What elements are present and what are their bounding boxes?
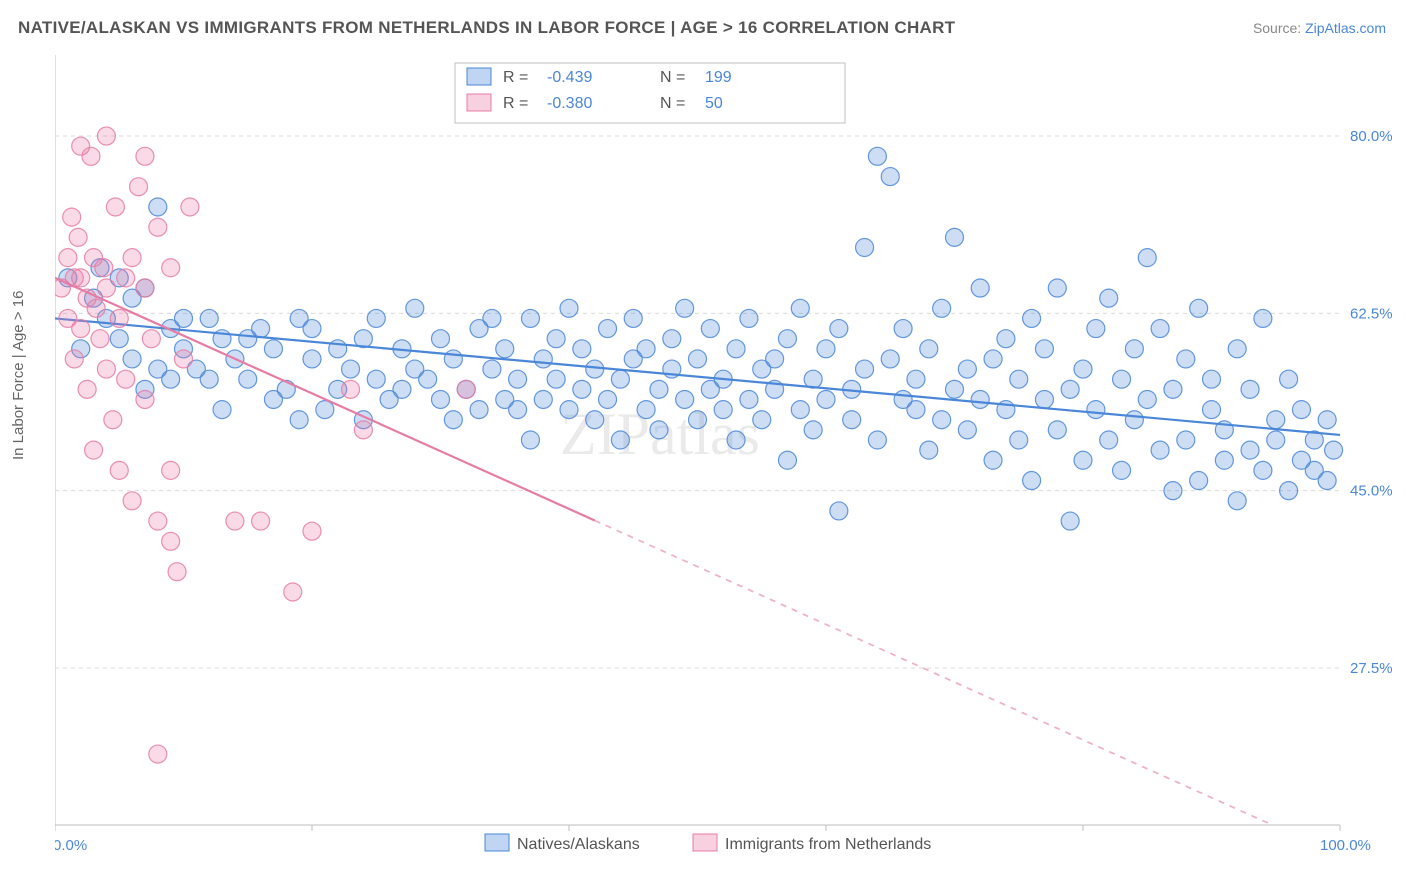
svg-text:Immigrants from Netherlands: Immigrants from Netherlands: [725, 836, 931, 853]
svg-text:80.0%: 80.0%: [1350, 128, 1393, 145]
svg-text:45.0%: 45.0%: [1350, 483, 1393, 500]
svg-text:50: 50: [705, 95, 723, 112]
source-attribution: Source: ZipAtlas.com: [1253, 20, 1386, 36]
y-axis-label: In Labor Force | Age > 16: [10, 291, 27, 460]
svg-text:0.0%: 0.0%: [55, 837, 87, 854]
source-link[interactable]: ZipAtlas.com: [1305, 20, 1386, 36]
svg-text:199: 199: [705, 69, 732, 86]
chart-title: NATIVE/ALASKAN VS IMMIGRANTS FROM NETHER…: [18, 18, 955, 38]
svg-text:N =: N =: [660, 69, 685, 86]
svg-text:27.5%: 27.5%: [1350, 660, 1393, 677]
svg-text:N =: N =: [660, 95, 685, 112]
svg-text:-0.439: -0.439: [547, 69, 592, 86]
svg-text:62.5%: 62.5%: [1350, 305, 1393, 322]
svg-text:-0.380: -0.380: [547, 95, 592, 112]
correlation-scatter-chart: 27.5% 45.0% 62.5% 80.0% 0.0% 100.0% R = -0.439 N…: [55, 55, 1395, 885]
svg-text:Natives/Alaskans: Natives/Alaskans: [517, 836, 640, 853]
source-label: Source:: [1253, 20, 1305, 36]
svg-text:R =: R =: [503, 69, 528, 86]
svg-text:100.0%: 100.0%: [1320, 837, 1371, 854]
svg-text:R =: R =: [503, 95, 528, 112]
